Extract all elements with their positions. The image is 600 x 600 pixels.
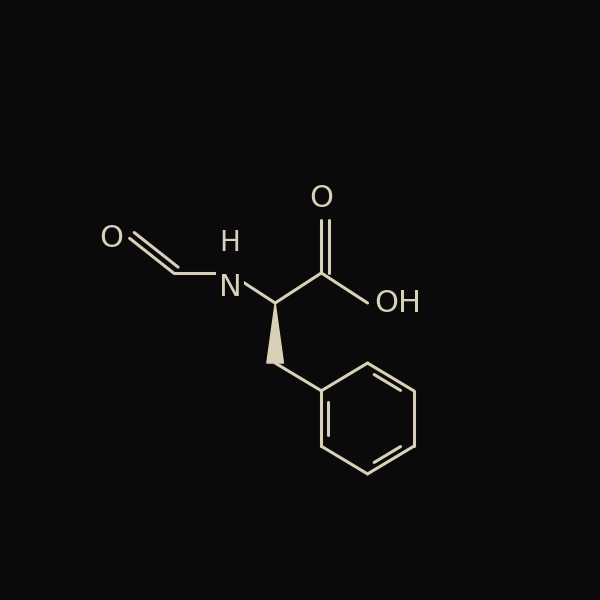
Text: O: O xyxy=(310,184,334,213)
Polygon shape xyxy=(267,303,283,363)
Text: H: H xyxy=(220,229,241,257)
Text: OH: OH xyxy=(374,289,421,317)
Text: O: O xyxy=(99,224,123,253)
Text: N: N xyxy=(218,273,241,302)
